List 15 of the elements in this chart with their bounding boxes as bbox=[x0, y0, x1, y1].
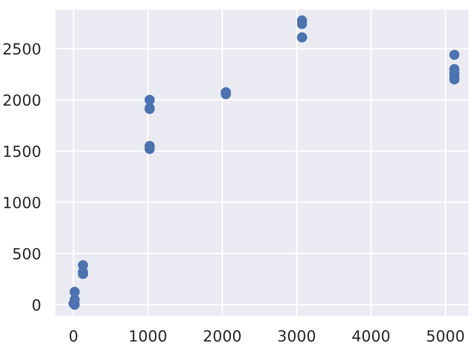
x-tick-label: 5000 bbox=[427, 330, 464, 342]
y-tick-label: 0 bbox=[32, 299, 40, 311]
point bbox=[449, 50, 460, 60]
y-tick-label: 1000 bbox=[4, 196, 40, 208]
x-tick-label: 3000 bbox=[278, 330, 316, 342]
x-tick-label: 0 bbox=[70, 330, 78, 342]
x-tick-label: 4000 bbox=[352, 330, 390, 342]
y-tick-label: 1500 bbox=[4, 146, 40, 158]
x-tick-label: 2000 bbox=[204, 330, 241, 342]
y-tick-label: 2500 bbox=[4, 43, 40, 55]
y-tick-label: 500 bbox=[13, 248, 40, 260]
y-tick-label: 2000 bbox=[4, 94, 40, 106]
point bbox=[144, 94, 155, 105]
point bbox=[296, 32, 308, 42]
x-tick-label: 1000 bbox=[130, 330, 166, 342]
